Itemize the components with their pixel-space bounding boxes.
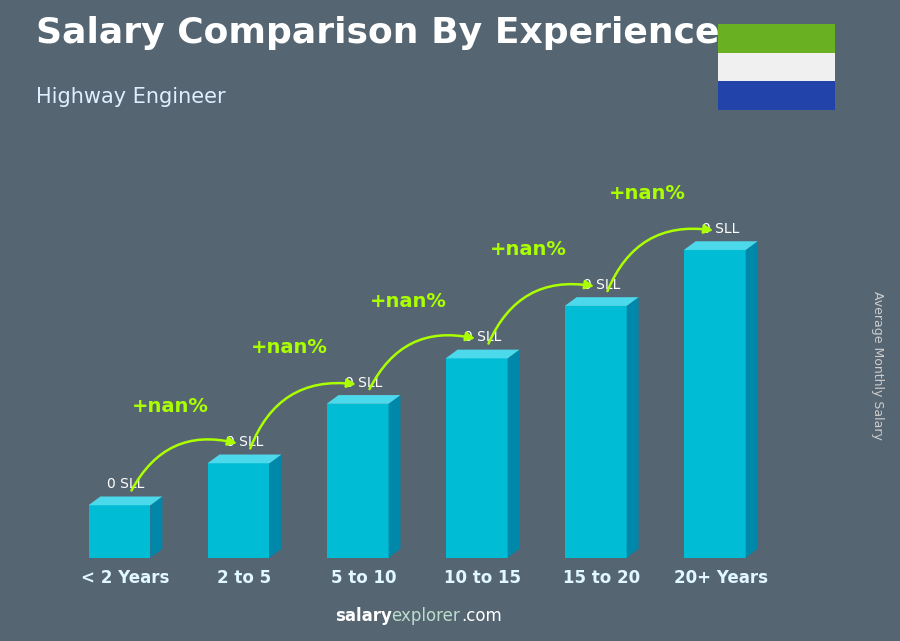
- Polygon shape: [684, 241, 758, 250]
- Text: +nan%: +nan%: [608, 184, 685, 203]
- Polygon shape: [150, 497, 162, 558]
- Bar: [718, 24, 835, 53]
- Text: 0 SLL: 0 SLL: [702, 222, 740, 236]
- Polygon shape: [269, 454, 282, 558]
- Text: Average Monthly Salary: Average Monthly Salary: [871, 291, 884, 440]
- Text: Highway Engineer: Highway Engineer: [36, 87, 226, 106]
- Text: 0 SLL: 0 SLL: [583, 278, 620, 292]
- Polygon shape: [446, 349, 519, 358]
- Bar: [208, 463, 269, 558]
- Bar: [718, 53, 835, 81]
- Polygon shape: [327, 395, 400, 404]
- Text: explorer: explorer: [392, 607, 460, 625]
- Text: +nan%: +nan%: [370, 292, 447, 311]
- Bar: [88, 505, 150, 558]
- Text: +nan%: +nan%: [490, 240, 566, 259]
- Text: 0 SLL: 0 SLL: [226, 435, 263, 449]
- Polygon shape: [508, 349, 519, 558]
- Text: +nan%: +nan%: [132, 397, 209, 416]
- Text: +nan%: +nan%: [251, 338, 328, 356]
- Bar: [684, 250, 746, 558]
- Polygon shape: [746, 241, 758, 558]
- Bar: [446, 358, 508, 558]
- Bar: [564, 306, 626, 558]
- Polygon shape: [208, 454, 282, 463]
- Text: 0 SLL: 0 SLL: [464, 330, 501, 344]
- Polygon shape: [626, 297, 639, 558]
- Polygon shape: [564, 297, 639, 306]
- Text: salary: salary: [335, 607, 392, 625]
- Text: 0 SLL: 0 SLL: [107, 478, 144, 491]
- Bar: [327, 404, 389, 558]
- Polygon shape: [389, 395, 400, 558]
- Text: Salary Comparison By Experience: Salary Comparison By Experience: [36, 16, 719, 50]
- Text: 0 SLL: 0 SLL: [345, 376, 382, 390]
- Text: .com: .com: [462, 607, 502, 625]
- Bar: [718, 81, 835, 110]
- Polygon shape: [88, 497, 162, 505]
